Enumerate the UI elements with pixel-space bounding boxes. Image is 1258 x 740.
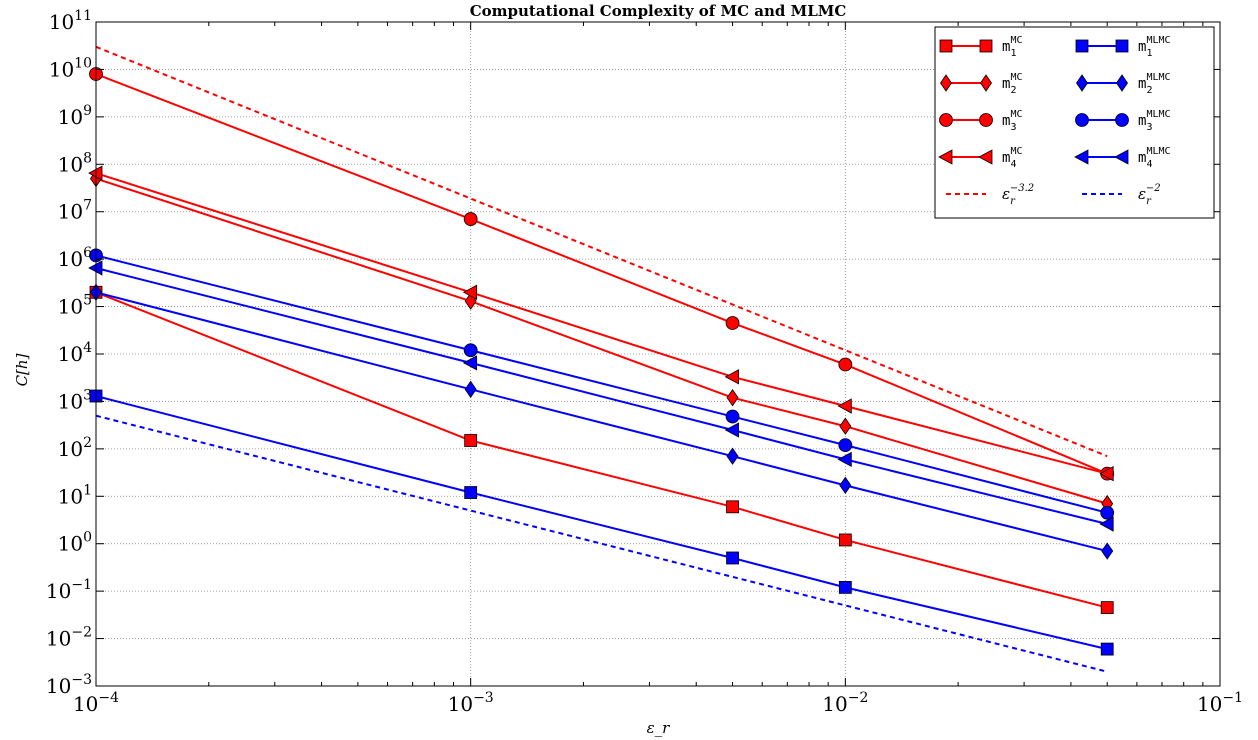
data-point-m1-mlmc bbox=[1100, 642, 1114, 656]
legend-entry-m4-mlmc: m4MLMC bbox=[1074, 146, 1171, 170]
series-eps-32 bbox=[95, 45, 1108, 458]
data-point-m1-mlmc bbox=[838, 580, 852, 594]
data-point-m4-mc bbox=[1099, 465, 1114, 482]
y-tick-label: 107 bbox=[58, 198, 92, 224]
x-tick-label: 10−1 bbox=[1197, 690, 1243, 716]
legend-label: m3MLMC bbox=[1138, 109, 1171, 133]
y-tick-label: 105 bbox=[58, 293, 92, 319]
y-tick-label: 10−2 bbox=[46, 625, 92, 651]
legend-entry-eps-32: εr−3.2 bbox=[946, 183, 1034, 207]
y-tick-label: 104 bbox=[58, 340, 92, 366]
data-point-m1-mlmc bbox=[726, 551, 739, 565]
legend-entry-m1-mc: m1MC bbox=[939, 35, 1023, 59]
x-axis-label: ε_r bbox=[647, 719, 671, 737]
series-m1-mc bbox=[89, 285, 1114, 614]
legend-marker bbox=[939, 39, 953, 53]
legend-entry-m4-mc: m4MC bbox=[938, 146, 1023, 170]
data-point-m1-mlmc bbox=[464, 486, 478, 499]
legend-entry-m3-mc: m3MC bbox=[939, 109, 1023, 133]
data-point-m1-mc bbox=[464, 434, 478, 447]
data-point-m4-mc bbox=[837, 398, 852, 414]
data-point-m4-mc bbox=[462, 284, 478, 300]
legend-marker bbox=[939, 113, 953, 127]
y-tick-label: 100 bbox=[58, 530, 92, 556]
data-point-m3-mc bbox=[463, 212, 478, 226]
data-point-m2-mlmc bbox=[726, 447, 739, 465]
y-tick-label: 102 bbox=[58, 435, 92, 461]
legend-marker bbox=[978, 149, 993, 165]
data-point-m1-mc bbox=[1100, 601, 1114, 614]
chart-title: Computational Complexity of MC and MLMC bbox=[470, 2, 847, 20]
data-point-m4-mlmc bbox=[462, 355, 478, 371]
legend-box bbox=[934, 26, 1215, 219]
legend-label: m3MC bbox=[1002, 109, 1023, 133]
data-point-m3-mlmc bbox=[1100, 505, 1115, 520]
legend-marker bbox=[979, 39, 993, 53]
series-m3-mlmc bbox=[89, 248, 1115, 520]
data-point-m2-mlmc bbox=[1101, 542, 1114, 560]
legend-marker bbox=[940, 74, 952, 92]
data-point-m4-mlmc bbox=[724, 422, 739, 438]
series-layer bbox=[88, 45, 1115, 673]
legend-marker bbox=[1074, 149, 1089, 165]
data-point-m3-mlmc bbox=[463, 343, 478, 358]
y-tick-label: 1011 bbox=[49, 8, 92, 34]
legend-label: m4MLMC bbox=[1138, 146, 1171, 170]
x-tick-label: 10−4 bbox=[73, 690, 119, 716]
legend-marker bbox=[1075, 113, 1089, 127]
legend-marker bbox=[1115, 113, 1129, 127]
legend-marker bbox=[979, 113, 993, 127]
x-tick-label: 10−2 bbox=[822, 690, 868, 716]
legend-entry-m2-mlmc: m2MLMC bbox=[1076, 72, 1171, 96]
data-point-m4-mlmc bbox=[1099, 516, 1114, 532]
legend-label: m2MC bbox=[1002, 72, 1023, 96]
legend-label: m4MC bbox=[1002, 146, 1023, 170]
x-tick-label: 10−3 bbox=[448, 690, 494, 716]
data-point-m4-mc bbox=[724, 369, 739, 385]
y-tick-label: 101 bbox=[58, 482, 92, 508]
legend-label: m2MLMC bbox=[1138, 72, 1171, 96]
legend: m1MC m2MC m3MC m4MC εr−3.2 m1MLMC m2MLMC m3MLMC… bbox=[934, 26, 1215, 219]
legend-marker bbox=[1075, 39, 1089, 53]
data-point-m2-mc bbox=[839, 417, 852, 435]
legend-marker bbox=[980, 74, 992, 92]
legend-label: εr−2 bbox=[1138, 183, 1161, 207]
legend-entry-m3-mlmc: m3MLMC bbox=[1075, 109, 1171, 133]
y-axis-label: C[h] bbox=[13, 353, 31, 386]
legend-label: m1MC bbox=[1002, 35, 1023, 59]
data-point-m1-mc bbox=[726, 500, 739, 514]
series-line-eps-2 bbox=[95, 414, 1108, 673]
y-tick-label: 108 bbox=[58, 150, 92, 176]
series-eps-2 bbox=[95, 414, 1108, 673]
y-tick-label: 106 bbox=[58, 245, 92, 271]
y-tick-label: 10−3 bbox=[46, 672, 92, 698]
series-m2-mlmc bbox=[90, 283, 1114, 560]
legend-marker bbox=[1076, 74, 1088, 92]
data-point-m3-mlmc bbox=[725, 409, 740, 424]
legend-entry-m2-mc: m2MC bbox=[940, 72, 1023, 96]
y-tick-label: 103 bbox=[58, 387, 92, 413]
data-point-m2-mlmc bbox=[839, 476, 852, 495]
data-point-m4-mlmc bbox=[837, 451, 852, 468]
legend-entry-m1-mlmc: m1MLMC bbox=[1075, 35, 1171, 59]
legend-marker bbox=[1115, 39, 1129, 53]
y-tick-label: 10−1 bbox=[46, 577, 92, 603]
y-tick-label: 109 bbox=[58, 103, 92, 129]
y-tick-label: 1010 bbox=[49, 55, 92, 81]
data-point-m3-mlmc bbox=[838, 438, 853, 453]
legend-entry-eps-2: εr−2 bbox=[1082, 183, 1161, 207]
data-point-m3-mc bbox=[838, 357, 853, 372]
series-line-eps-32 bbox=[95, 45, 1108, 458]
data-point-m3-mc bbox=[725, 316, 740, 330]
legend-label: m1MLMC bbox=[1138, 35, 1171, 59]
data-point-m2-mc bbox=[726, 388, 739, 407]
legend-label: εr−3.2 bbox=[1002, 183, 1034, 207]
legend-marker bbox=[938, 149, 953, 165]
legend-marker bbox=[1114, 149, 1129, 165]
data-point-m2-mlmc bbox=[464, 380, 477, 399]
data-point-m1-mc bbox=[838, 533, 852, 547]
legend-marker bbox=[1116, 74, 1128, 92]
